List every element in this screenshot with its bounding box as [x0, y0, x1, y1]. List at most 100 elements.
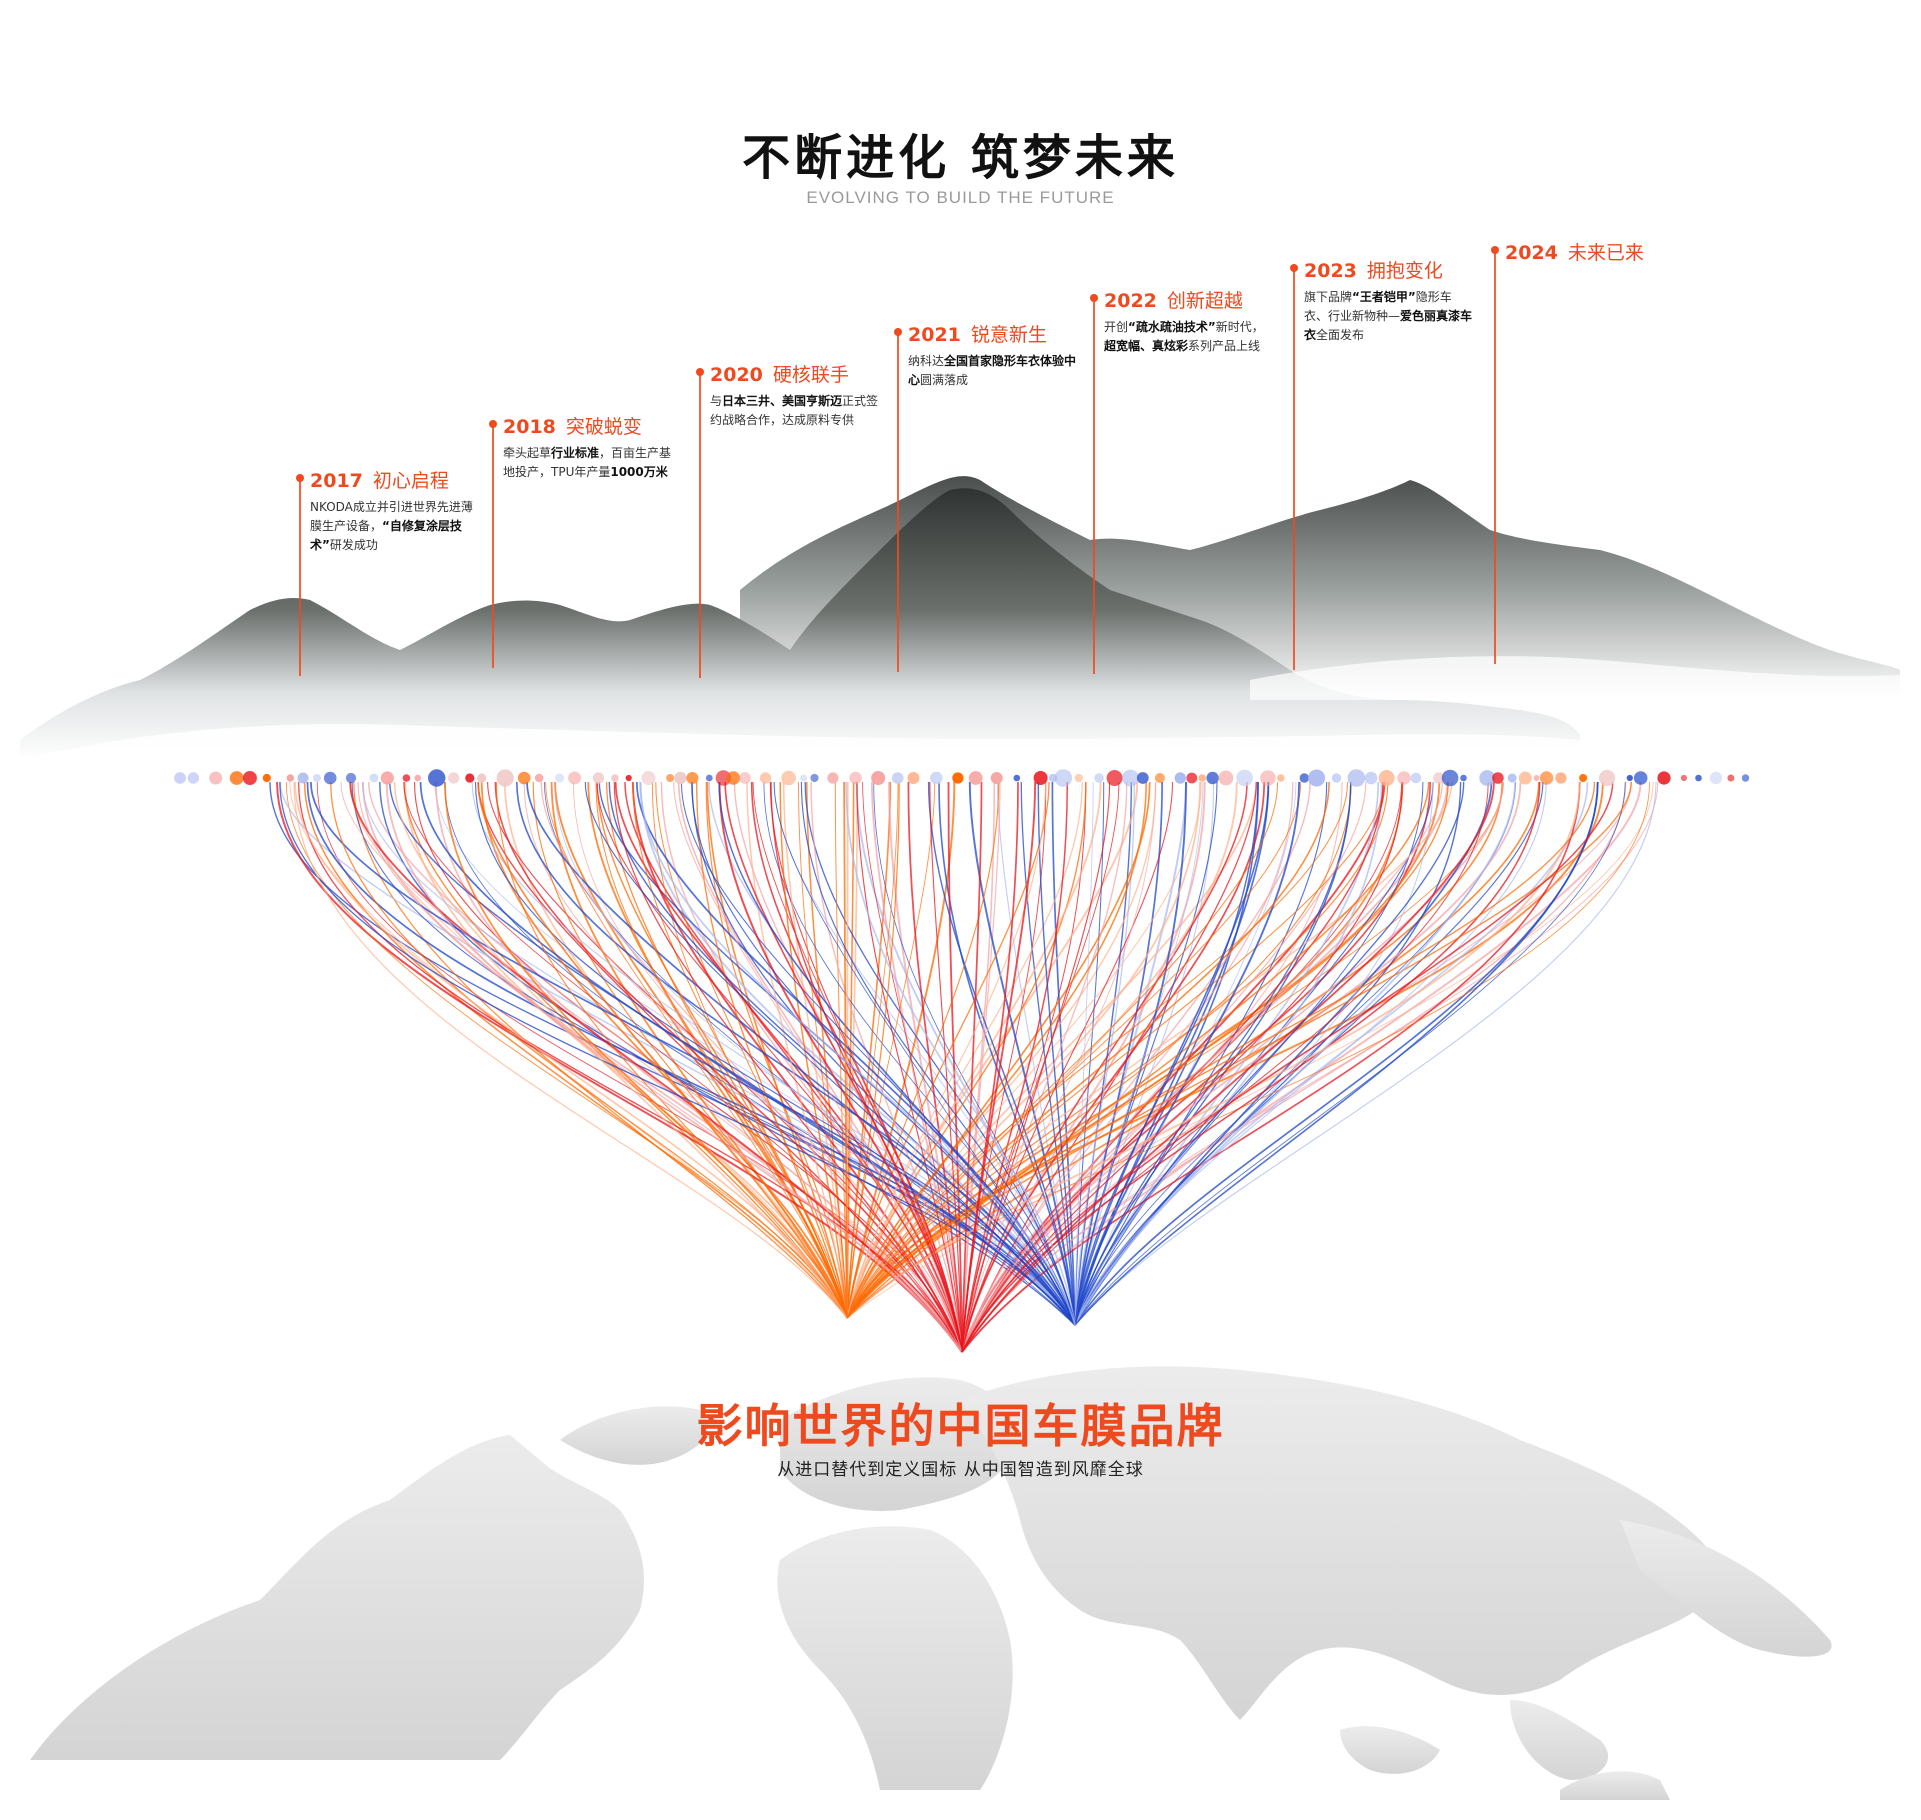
flow-line [1074, 781, 1516, 1326]
milestone-title: 初心启程 [372, 470, 449, 492]
flow-line [403, 781, 963, 1353]
milestone-line [1093, 300, 1095, 674]
decor-dot [209, 771, 223, 785]
decor-dot [1206, 771, 1219, 785]
milestone-line [897, 334, 899, 672]
flow-line [385, 781, 963, 1353]
flow-line [961, 781, 1069, 1353]
page-subtitle: EVOLVING TO BUILD THE FUTURE [806, 188, 1115, 207]
flow-line [310, 781, 1076, 1326]
flow-line [494, 781, 963, 1353]
decor-dot [990, 772, 1003, 784]
flow-line [293, 781, 848, 1319]
decor-dot [1680, 774, 1687, 782]
milestone-heading: 2022 创新超越 [1104, 286, 1243, 313]
flow-line [1074, 781, 1599, 1326]
flow-line [846, 781, 1650, 1319]
flow-line [477, 781, 848, 1319]
milestone-year: 2021 [908, 324, 961, 346]
flow-line [584, 781, 1076, 1326]
decor-dot [380, 771, 394, 785]
flow-line [1074, 781, 1094, 1326]
flow-line [846, 781, 1632, 1319]
decor-dot [1054, 769, 1073, 787]
decor-dot [1479, 770, 1496, 786]
decor-dot [1579, 774, 1588, 782]
flow-line [532, 781, 848, 1319]
decor-dot [1364, 771, 1378, 785]
flow-line [961, 781, 1444, 1353]
flow-line [1074, 781, 1188, 1326]
snowy-mountain-range [20, 476, 1900, 770]
milestone-dot [894, 328, 902, 336]
decor-dot [715, 770, 732, 786]
decor-dot [1236, 769, 1253, 787]
flow-line [846, 781, 1238, 1319]
milestone-title: 硬核联手 [772, 364, 849, 386]
flow-line [961, 781, 1294, 1353]
flow-line [845, 781, 1076, 1326]
decor-dot [1033, 771, 1048, 785]
flow-line [961, 781, 1111, 1353]
milestone-year: 2018 [503, 416, 556, 438]
flow-line [862, 781, 963, 1353]
flow-line [804, 781, 1076, 1326]
decor-dot [187, 772, 200, 784]
decor-dot [674, 771, 687, 785]
flow-line [613, 781, 963, 1353]
dot-row [174, 769, 1750, 787]
milestone-dot [489, 420, 497, 428]
decor-dot [641, 771, 656, 785]
flow-line [846, 781, 1087, 1319]
milestone-desc: 开创“疏水疏油技术”新时代，超宽幅、真炫彩系列产品上线 [1104, 320, 1264, 353]
decor-dot [1599, 769, 1616, 787]
decor-dot [849, 771, 862, 785]
decor-dot [345, 772, 357, 784]
decor-dot [1218, 770, 1234, 786]
decor-dot [952, 772, 964, 784]
flow-line [800, 781, 1076, 1326]
milestone-year: 2023 [1304, 260, 1357, 282]
decor-dot [686, 772, 699, 784]
decor-dot [428, 769, 446, 787]
decor-dot [1308, 769, 1326, 787]
decor-dot [781, 770, 796, 786]
decor-dot [1277, 774, 1285, 782]
decor-dot [810, 773, 819, 783]
flow-line [961, 781, 983, 1353]
flow-line [843, 781, 848, 1319]
decor-dot [1533, 775, 1540, 781]
flow-line [1074, 781, 1136, 1326]
flow-line [846, 781, 1596, 1319]
milestone-dot [1090, 294, 1098, 302]
flow-line [1074, 781, 1599, 1326]
decor-dot [907, 772, 920, 784]
decor-dot [1094, 773, 1104, 783]
decor-dot [517, 771, 531, 785]
decor-dot [666, 774, 675, 782]
flow-line [846, 781, 1352, 1319]
flow-line [929, 781, 963, 1353]
flow-line [357, 781, 963, 1353]
flow-line [444, 781, 848, 1319]
decor-dot [625, 774, 632, 782]
milestone-desc: NKODA成立并引进世界先进薄膜生产设备，“自修复涂层技术”研发成功 [310, 500, 473, 552]
milestone-desc: 牵头起草行业标准，百亩生产基地投产，TPU年产量1000万米 [503, 446, 672, 479]
decor-dot [827, 772, 839, 784]
flow-line [306, 781, 1076, 1326]
decor-dot [1198, 774, 1206, 782]
flow-line [846, 781, 900, 1319]
flow-line [961, 781, 1627, 1353]
flow-line [474, 781, 1076, 1326]
decor-dot [297, 772, 309, 784]
decor-dot [930, 771, 943, 785]
flow-line [1074, 781, 1204, 1326]
flow-line [798, 781, 848, 1319]
decor-dot [1657, 771, 1671, 785]
decor-dot [1410, 772, 1422, 784]
decor-dot [414, 774, 422, 782]
milestone-year: 2022 [1104, 290, 1157, 312]
decor-dot [1331, 773, 1342, 783]
flow-line [351, 781, 1076, 1326]
